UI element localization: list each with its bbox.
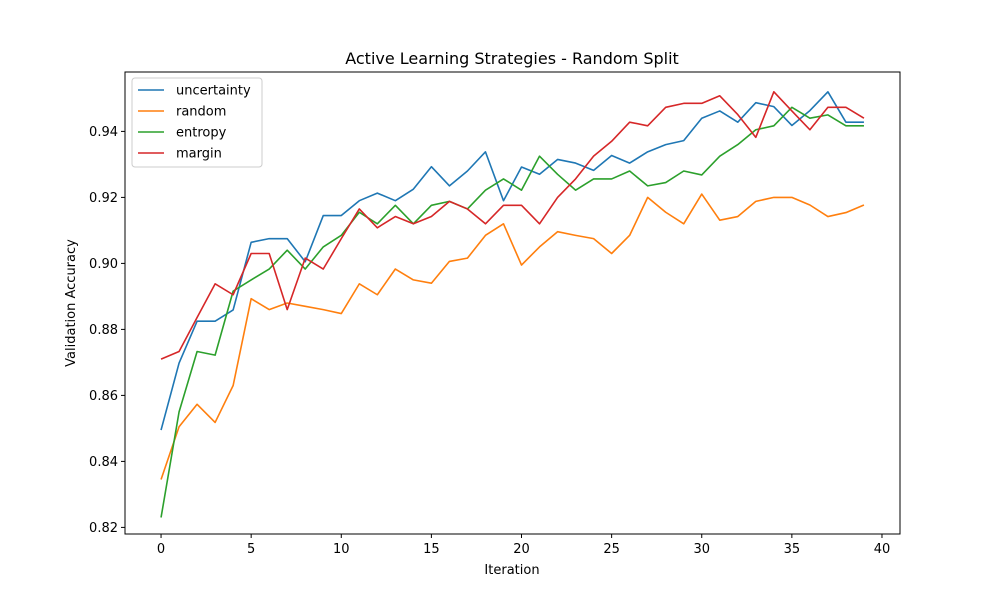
x-tick-label: 35: [784, 542, 801, 557]
y-tick-label: 0.84: [89, 455, 118, 470]
y-axis-ticks: 0.82 0.84 0.86 0.88 0.90 0.92 0.94: [89, 125, 125, 536]
legend-box: [131, 77, 263, 168]
y-tick-label: 0.88: [89, 323, 118, 338]
x-tick-label: 25: [603, 542, 620, 557]
x-tick-label: 20: [513, 542, 530, 557]
y-tick-label: 0.90: [89, 257, 118, 272]
series-layer: [160, 91, 865, 518]
y-tick-label: 0.92: [89, 191, 118, 206]
x-tick-label: 10: [333, 542, 350, 557]
x-tick-label: 15: [423, 542, 440, 557]
y-tick-label: 0.86: [89, 389, 118, 404]
legend-label-random: random: [176, 105, 226, 120]
y-axis-label: Validation Accuracy: [64, 239, 79, 367]
y-tick-label: 0.82: [89, 521, 118, 536]
legend-label-uncertainty: uncertainty: [176, 84, 251, 99]
series-line-entropy: [160, 106, 864, 518]
legend-label-entropy: entropy: [176, 126, 227, 141]
x-tick-label: 40: [874, 542, 891, 557]
x-tick-label: 0: [157, 542, 165, 557]
x-axis-ticks: 0 5 10 15 20 25 30 35 40: [157, 534, 890, 557]
chart-title: Active Learning Strategies - Random Spli…: [345, 49, 679, 68]
plot-frame: [124, 71, 901, 535]
series-line-random: [160, 193, 865, 480]
series-line-margin: [160, 91, 865, 360]
y-tick-label: 0.94: [89, 125, 118, 140]
legend-label-margin: margin: [176, 147, 222, 162]
x-axis-label: Iteration: [484, 563, 539, 578]
legend: uncertainty random entropy margin: [131, 77, 263, 168]
x-tick-label: 5: [247, 542, 255, 557]
x-tick-label: 30: [693, 542, 710, 557]
